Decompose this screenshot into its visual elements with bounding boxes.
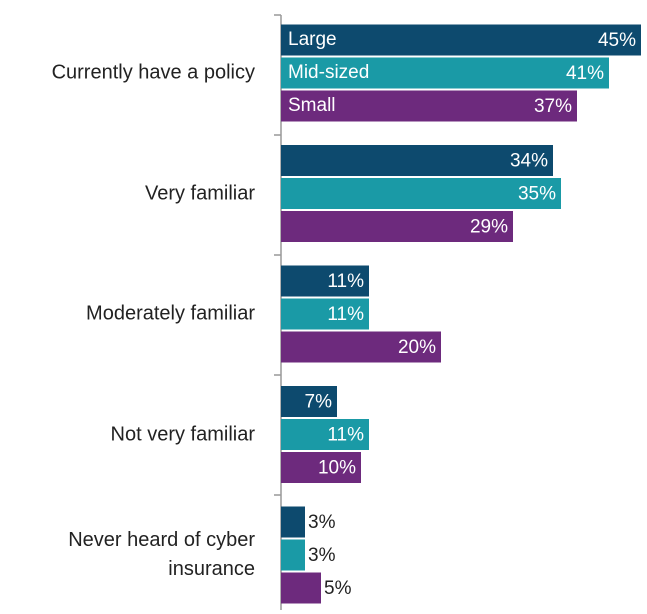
category-label: Never heard of cyber insurance <box>68 529 255 580</box>
value-label: 3% <box>308 545 336 566</box>
legend-label: Large <box>288 29 337 50</box>
bar <box>281 211 513 242</box>
value-label: 29% <box>470 217 508 238</box>
legend-label: Small <box>288 95 336 116</box>
value-label: 45% <box>598 30 636 51</box>
value-label: 11% <box>327 271 364 292</box>
value-label: 7% <box>305 392 333 413</box>
category-label: Currently have a policy <box>51 61 255 84</box>
value-label: 35% <box>518 184 556 205</box>
bar <box>281 298 369 330</box>
bar <box>281 90 577 122</box>
bar <box>281 57 609 89</box>
bar <box>281 386 337 417</box>
value-label: 11% <box>327 304 364 325</box>
category-label: Moderately familiar <box>86 302 255 325</box>
value-label: 34% <box>510 151 548 172</box>
value-label: 10% <box>318 458 356 479</box>
bar <box>281 178 561 209</box>
value-label: 5% <box>324 578 352 599</box>
bar <box>281 265 369 297</box>
bar <box>281 331 441 363</box>
value-label: 37% <box>534 96 572 117</box>
bar <box>281 452 361 483</box>
bar <box>281 419 369 450</box>
category-label: Not very familiar <box>110 423 255 445</box>
category-axis <box>274 14 282 610</box>
value-label: 3% <box>308 512 336 533</box>
legend-label: Mid-sized <box>288 62 369 83</box>
bar <box>281 539 305 571</box>
value-label: 41% <box>566 63 604 84</box>
bar <box>281 24 641 56</box>
category-label: Very familiar <box>144 182 255 204</box>
bar <box>281 506 305 538</box>
value-label: 11% <box>327 425 364 446</box>
bar <box>281 572 321 604</box>
bar <box>281 145 553 176</box>
value-label: 20% <box>398 337 436 358</box>
